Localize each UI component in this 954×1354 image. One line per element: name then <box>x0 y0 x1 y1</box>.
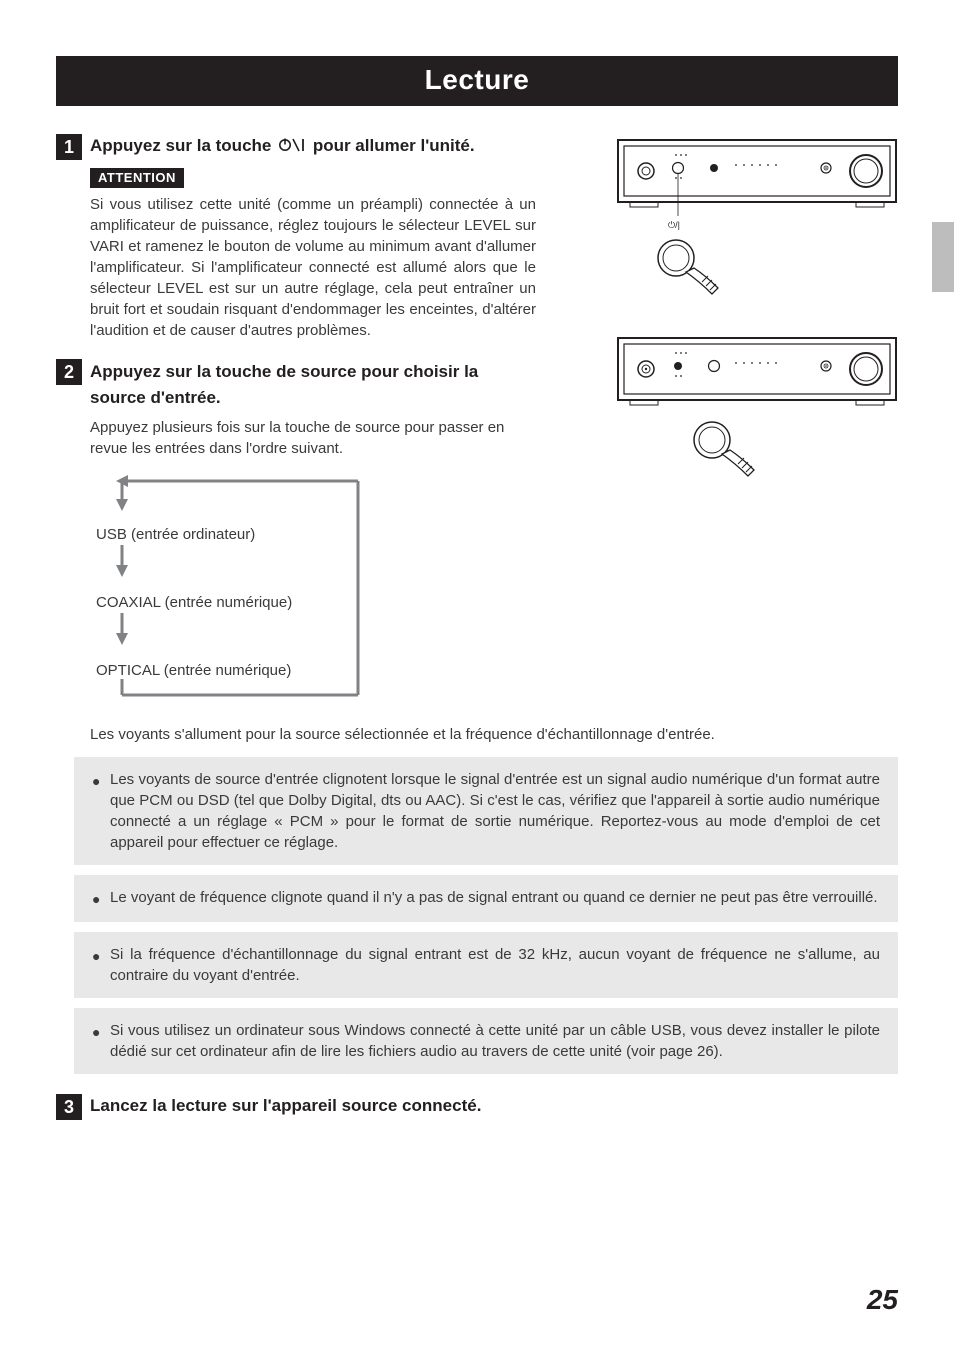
bullet-icon: ● <box>92 887 110 910</box>
note-2-text: Le voyant de fréquence clignote quand il… <box>110 887 878 910</box>
diagram-column: ⏻/| <box>616 134 898 506</box>
page-title: Lecture <box>56 56 898 106</box>
step-1-title-before: Appuyez sur la touche <box>90 136 276 155</box>
step-1: 1 Appuyez sur la touche pour allumer l'u… <box>56 134 536 341</box>
note-3-text: Si la fréquence d'échantillonnage du sig… <box>110 944 880 986</box>
note-4-text: Si vous utilisez un ordinateur sous Wind… <box>110 1020 880 1062</box>
notes-section: ●Les voyants de source d'entrée clignote… <box>56 757 898 1074</box>
step-3-title: Lancez la lecture sur l'appareil source … <box>90 1094 898 1118</box>
step-1-body: Si vous utilisez cette unité (comme un p… <box>90 194 536 341</box>
step-2-sub: Appuyez plusieurs fois sur la touche de … <box>90 417 536 459</box>
flow-item-coaxial: COAXIAL (entrée numérique) <box>90 590 292 615</box>
step-2-after-flow: Les voyants s'allument pour la source sé… <box>90 724 898 745</box>
flow-item-usb: USB (entrée ordinateur) <box>90 522 255 547</box>
device-source-diagram <box>616 332 898 502</box>
attention-badge: ATTENTION <box>90 168 184 188</box>
bullet-icon: ● <box>92 1020 110 1062</box>
note-4: ●Si vous utilisez un ordinateur sous Win… <box>74 1008 898 1074</box>
note-1: ●Les voyants de source d'entrée clignote… <box>74 757 898 865</box>
side-tab <box>932 222 954 292</box>
step-3-number: 3 <box>56 1094 82 1120</box>
note-3: ●Si la fréquence d'échantillonnage du si… <box>74 932 898 998</box>
bullet-icon: ● <box>92 944 110 986</box>
source-flow-diagram: USB (entrée ordinateur) COAXIAL (entrée … <box>90 473 536 710</box>
step-1-title: Appuyez sur la touche pour allumer l'uni… <box>90 134 536 160</box>
bullet-icon: ● <box>92 769 110 853</box>
step-1-title-after: pour allumer l'unité. <box>308 136 475 155</box>
note-2: ●Le voyant de fréquence clignote quand i… <box>74 875 898 922</box>
device-power-diagram: ⏻/| <box>616 134 898 314</box>
svg-text:⏻/|: ⏻/| <box>668 220 680 230</box>
step-2-number: 2 <box>56 359 82 385</box>
power-icon <box>278 136 306 160</box>
step-2: 2 Appuyez sur la touche de source pour c… <box>56 359 536 710</box>
page-number: 25 <box>867 1284 898 1316</box>
step-2-title: Appuyez sur la touche de source pour cho… <box>90 359 536 411</box>
step-3: 3 Lancez la lecture sur l'appareil sourc… <box>56 1094 898 1120</box>
note-1-text: Les voyants de source d'entrée clignoten… <box>110 769 880 853</box>
flow-item-optical: OPTICAL (entrée numérique) <box>90 658 291 683</box>
step-1-number: 1 <box>56 134 82 160</box>
